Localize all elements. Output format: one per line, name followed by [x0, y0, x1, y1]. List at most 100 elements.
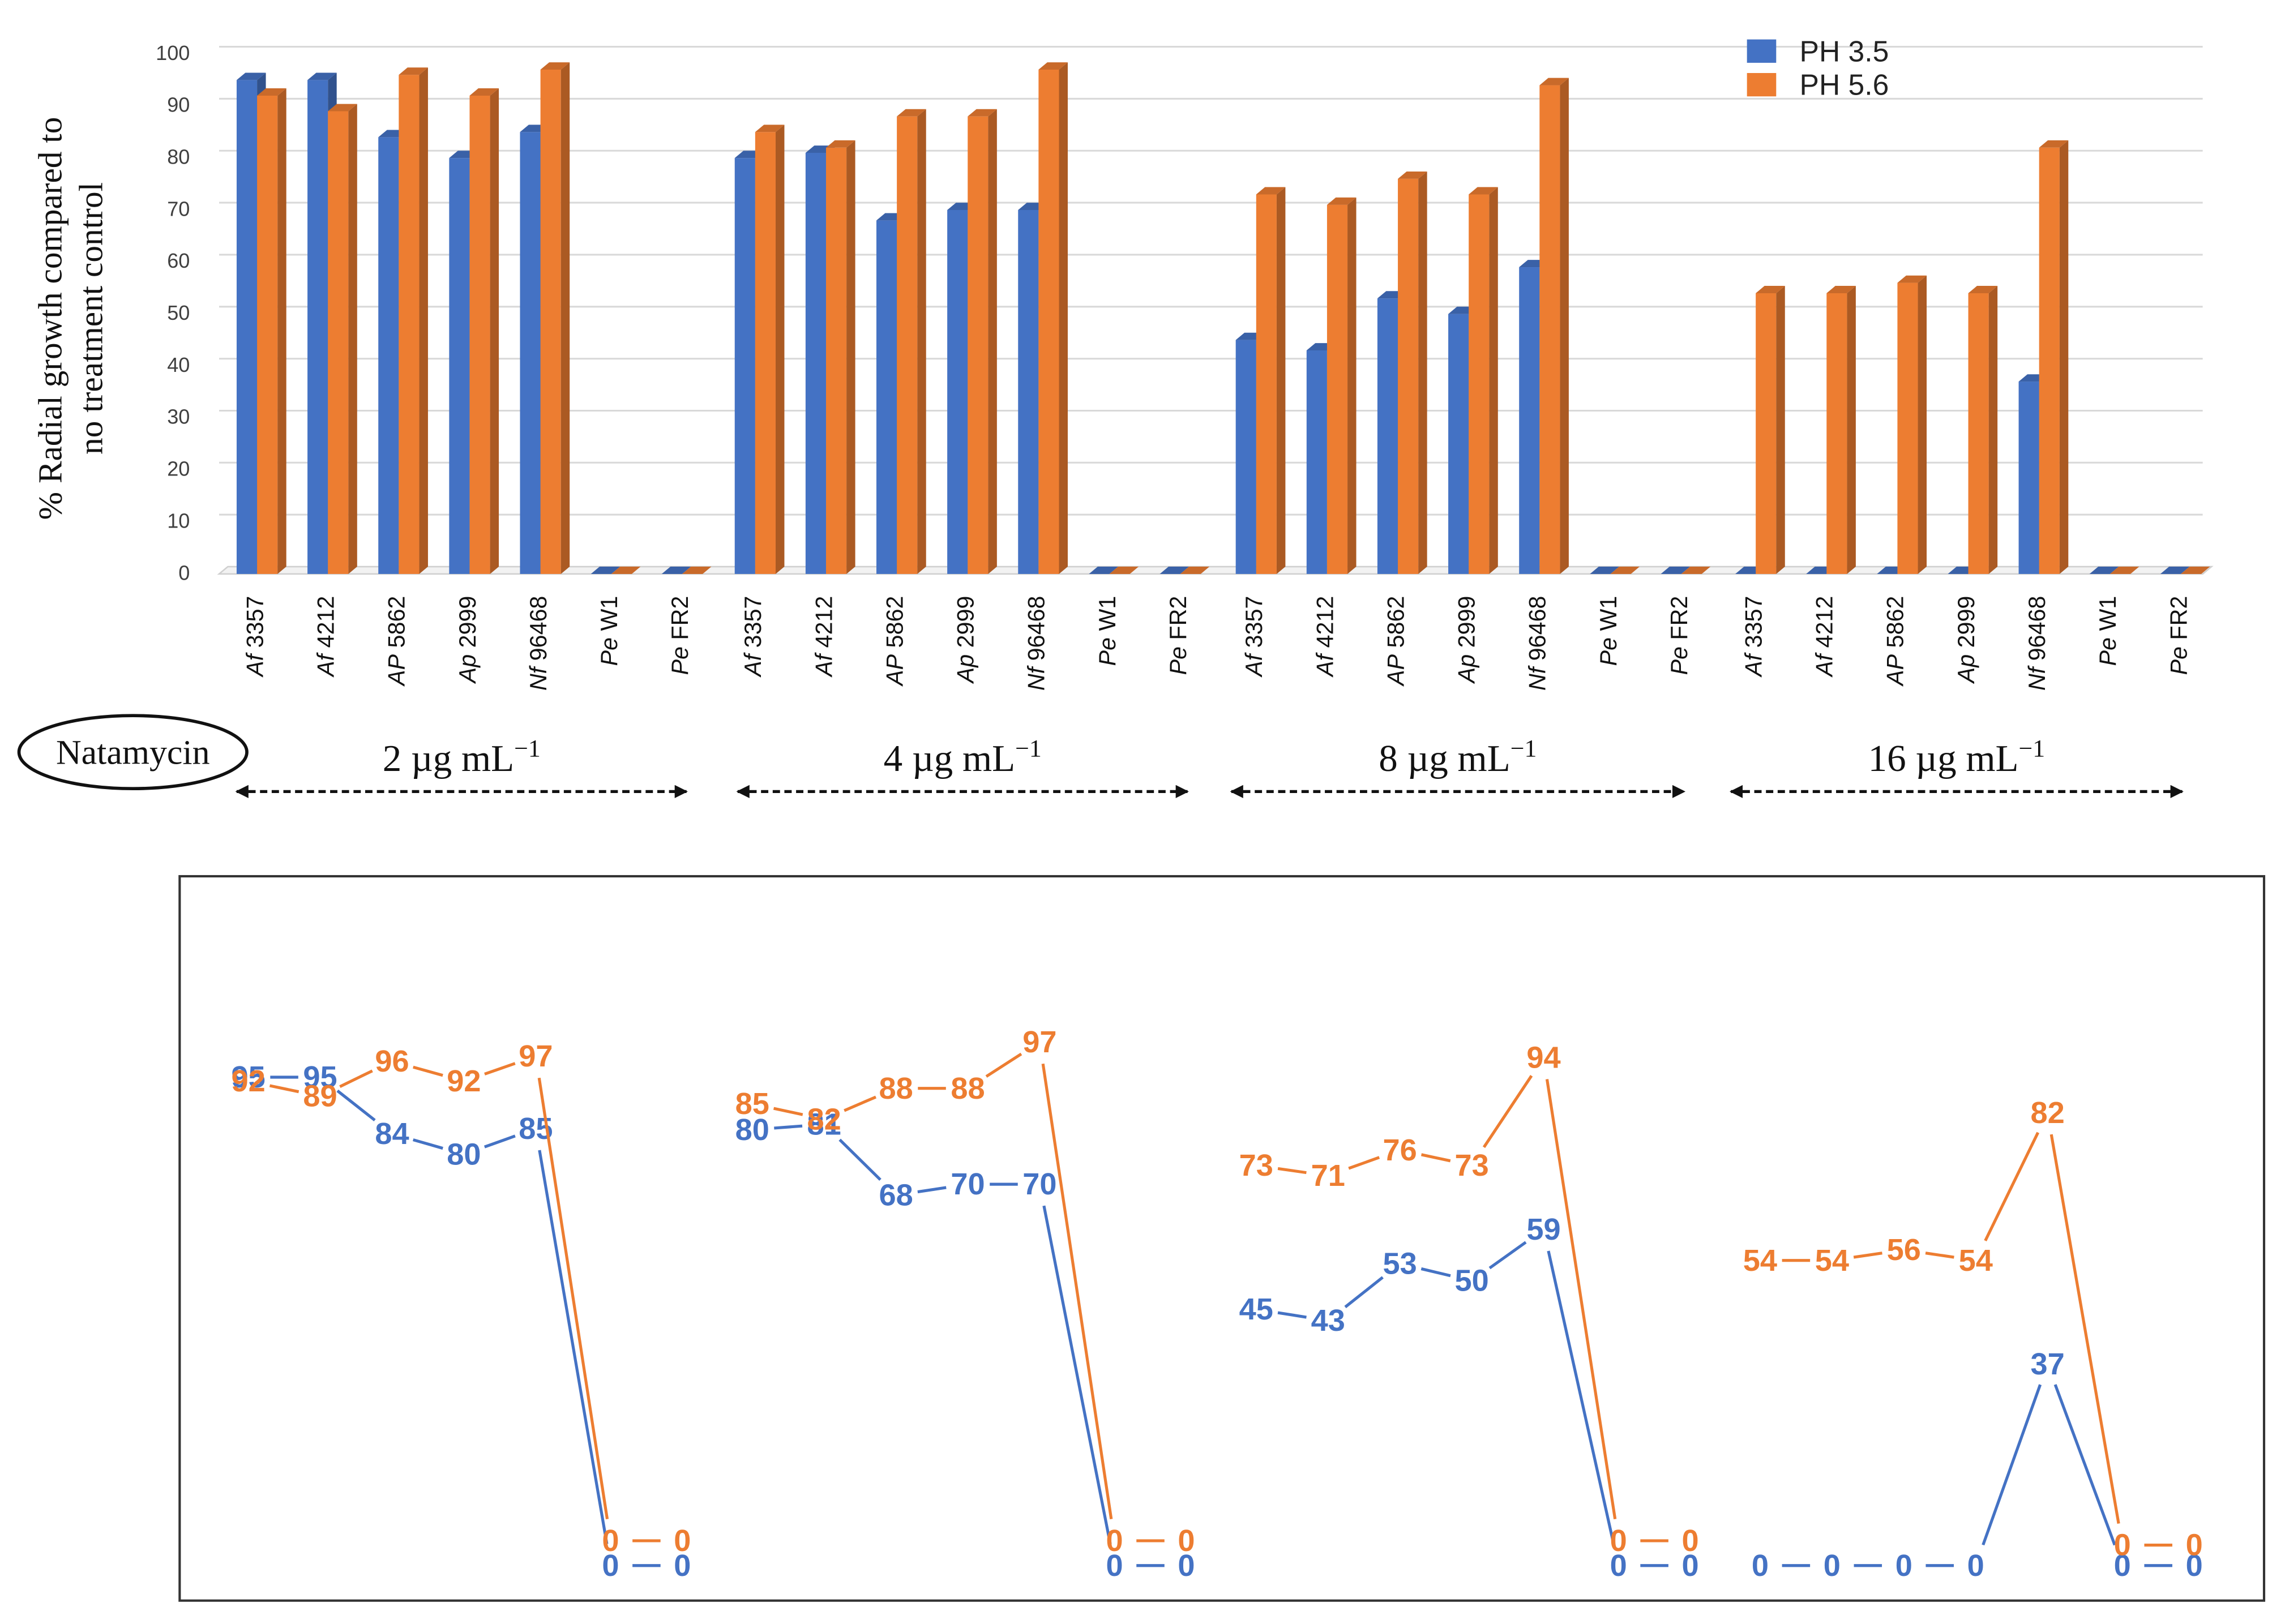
x-tick-label: AP 5862: [384, 596, 410, 687]
bar-front: [1448, 314, 1469, 574]
bar-PH56-1-0: [755, 125, 785, 574]
x-tick-label: Ap 2999: [1454, 596, 1480, 685]
bar-PH56-3-0: [1756, 286, 1785, 574]
line-segment: [774, 1126, 802, 1128]
data-label: 85: [735, 1087, 769, 1121]
bar-front: [541, 70, 561, 574]
bar-PH56-1-2: [897, 109, 926, 574]
x-tick-label: Pe FR2: [1165, 596, 1191, 675]
data-label: 43: [1311, 1304, 1345, 1338]
x-tick-label: Ap 2999: [1953, 596, 1979, 685]
bar-front: [806, 153, 826, 574]
data-label: 45: [1239, 1292, 1273, 1326]
bar-PH56-0-3: [469, 88, 499, 574]
x-tick-label: Pe FR2: [2166, 596, 2192, 675]
bar-front: [1377, 298, 1398, 574]
data-label: 89: [303, 1079, 337, 1113]
bar-front: [1307, 350, 1327, 574]
data-label: 54: [1959, 1244, 1993, 1278]
bar-PH56-0-4: [541, 62, 570, 574]
x-tick-label: Pe W1: [1595, 596, 1621, 666]
y-tick-label: 10: [167, 509, 190, 532]
bar-front: [968, 117, 988, 574]
line-segment: [1490, 1242, 1526, 1269]
bar-front: [378, 137, 399, 574]
line-segment: [485, 1064, 515, 1074]
line-segment: [1986, 1133, 2038, 1241]
x-tick-label: Af 4212: [1812, 596, 1838, 678]
bar-front: [1897, 283, 1918, 574]
bar-front: [876, 220, 897, 574]
bar-front: [735, 158, 755, 574]
bar-front: [1469, 194, 1489, 573]
bar-front: [1519, 267, 1539, 574]
data-label: 0: [1610, 1524, 1627, 1558]
x-tick-label: Pe W1: [2095, 596, 2121, 666]
bar-front: [755, 132, 776, 574]
bar-PH56-2-2: [1398, 172, 1427, 574]
bar-PH56-1-3: [968, 109, 997, 574]
x-tick-label: Nf 96468: [1024, 596, 1050, 691]
data-label: 0: [602, 1524, 619, 1558]
x-tick-label: Af 4212: [811, 596, 837, 678]
bar-front: [1969, 293, 1989, 574]
bar-PH56-2-3: [1469, 187, 1498, 574]
data-label: 0: [1106, 1524, 1123, 1558]
bar-side: [561, 62, 570, 574]
x-tick-label: AP 5862: [1383, 596, 1409, 687]
y-tick-label: 90: [167, 93, 190, 117]
data-label: 53: [1383, 1247, 1417, 1281]
y-tick-label: 40: [167, 353, 190, 376]
line-segment: [413, 1067, 443, 1075]
bar-PH56-3-2: [1897, 276, 1927, 574]
data-label: 80: [447, 1137, 481, 1171]
bar-side: [1847, 286, 1855, 574]
data-label: 56: [1887, 1233, 1921, 1267]
x-tick-label: Ap 2999: [455, 596, 481, 685]
x-tick-label: AP 5862: [1882, 596, 1909, 687]
data-label: 92: [231, 1064, 265, 1098]
bar-side: [419, 67, 427, 574]
x-tick-label: Af 3357: [1740, 596, 1766, 678]
bar-front: [1018, 210, 1038, 574]
x-tick-label: Pe FR2: [667, 596, 693, 675]
x-tick-label: Af 3357: [740, 596, 766, 678]
bar-PH56-1-4: [1038, 62, 1068, 574]
line-segment: [337, 1091, 375, 1120]
legend-swatch: [1747, 73, 1777, 96]
y-tick-label: 50: [167, 301, 190, 324]
bar-side: [1560, 78, 1568, 574]
data-label: 94: [1526, 1040, 1560, 1074]
line-segment: [269, 1086, 298, 1092]
bar-front: [1256, 194, 1277, 573]
bar-PH56-3-1: [1826, 286, 1856, 574]
line-panel-frame: [179, 876, 2264, 1601]
data-label: 88: [951, 1072, 985, 1105]
bar-PH56-3-3: [1969, 286, 1998, 574]
bar-front: [237, 80, 257, 574]
data-label: 96: [375, 1044, 409, 1078]
line-segment: [1983, 1385, 2040, 1545]
bar-side: [348, 104, 357, 574]
data-label: 97: [1022, 1025, 1056, 1059]
x-tick-label: Ap 2999: [953, 596, 979, 685]
bar-front: [520, 132, 540, 574]
bar-PH56-2-1: [1327, 198, 1357, 574]
data-label: 82: [807, 1102, 841, 1136]
line-segment: [1349, 1158, 1379, 1168]
bar-front: [1539, 85, 1560, 574]
line-segment: [1278, 1168, 1306, 1172]
data-label: 59: [1526, 1212, 1560, 1246]
bar-front: [2039, 148, 2060, 574]
data-label: 0: [1895, 1549, 1912, 1583]
bar-PH56-2-4: [1539, 78, 1569, 574]
x-tick-label: Pe FR2: [1666, 596, 1692, 675]
bar-side: [917, 109, 926, 574]
y-tick-label: 0: [178, 561, 190, 584]
